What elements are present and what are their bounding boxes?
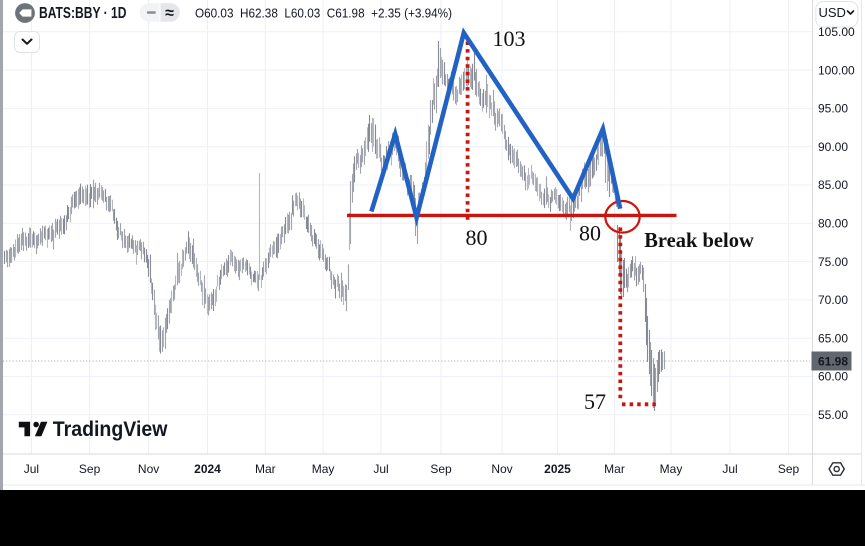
svg-text:2025: 2025: [544, 462, 571, 476]
svg-text:May: May: [660, 462, 683, 476]
svg-text:Mar: Mar: [255, 462, 276, 476]
svg-text:65.00: 65.00: [818, 331, 848, 345]
svg-text:Nov: Nov: [138, 462, 159, 476]
svg-text:O60.03 H62.38 L60.03 C61.98: O60.03 H62.38 L60.03 C61.98 +2.35 (+3.94…: [195, 7, 452, 21]
svg-text:2024: 2024: [194, 462, 221, 476]
svg-text:57: 57: [584, 389, 606, 414]
svg-text:TradingView: TradingView: [53, 417, 168, 441]
svg-text:Sep: Sep: [778, 462, 800, 476]
svg-text:May: May: [312, 462, 335, 476]
svg-text:Jul: Jul: [722, 462, 737, 476]
svg-text:Mar: Mar: [604, 462, 625, 476]
svg-text:85.00: 85.00: [818, 178, 848, 192]
svg-text:70.00: 70.00: [818, 293, 848, 307]
svg-text:55.00: 55.00: [818, 408, 848, 422]
svg-text:≈: ≈: [165, 5, 174, 22]
svg-text:Break below: Break below: [644, 228, 754, 252]
svg-text:61.98: 61.98: [818, 355, 848, 369]
svg-text:USD: USD: [819, 5, 846, 20]
svg-text:100.00: 100.00: [818, 63, 855, 77]
svg-text:80: 80: [579, 221, 601, 246]
svg-text:75.00: 75.00: [818, 255, 848, 269]
svg-text:BATS:BBY · 1D: BATS:BBY · 1D: [39, 5, 127, 22]
svg-text:Sep: Sep: [79, 462, 101, 476]
svg-text:Jul: Jul: [24, 462, 39, 476]
svg-text:90.00: 90.00: [818, 140, 848, 154]
svg-text:Sep: Sep: [430, 462, 452, 476]
svg-text:105.00: 105.00: [818, 25, 855, 39]
svg-text:95.00: 95.00: [818, 102, 848, 116]
svg-text:103: 103: [493, 26, 526, 51]
svg-text:80: 80: [466, 225, 488, 250]
svg-text:80.00: 80.00: [818, 217, 848, 231]
svg-text:60.00: 60.00: [818, 370, 848, 384]
svg-text:Nov: Nov: [491, 462, 512, 476]
svg-text:Jul: Jul: [373, 462, 388, 476]
